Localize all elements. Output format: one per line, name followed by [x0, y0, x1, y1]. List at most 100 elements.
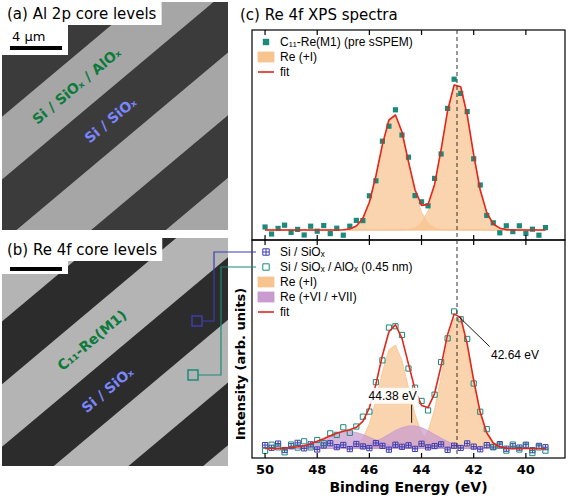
region-labels: C₁₁-Re(M1)Si / SiOₓ — [48, 307, 161, 416]
legend-label: Re (+I) — [280, 50, 317, 64]
component-area — [265, 115, 545, 230]
data-point — [458, 445, 463, 450]
panel-title: (b) Re 4f core levels — [7, 241, 157, 259]
legend-marker — [263, 264, 269, 270]
legend-label: Si / SiOₓ — [280, 245, 325, 259]
data-point — [523, 443, 528, 448]
x-tick — [264, 240, 265, 245]
data-point — [497, 230, 502, 235]
data-point — [510, 442, 515, 447]
data-point — [523, 442, 528, 447]
data-point — [262, 443, 267, 448]
stripe-dark — [2, 2, 228, 230]
title-box — [2, 238, 162, 261]
stripe-light — [2, 238, 228, 466]
legend-marker — [263, 39, 269, 45]
x-tick-label: 46 — [360, 462, 378, 477]
data-point — [530, 450, 535, 455]
data-point — [302, 439, 307, 444]
x-tick-label: 40 — [517, 462, 535, 477]
data-point — [517, 445, 522, 450]
region-label: C₁₁-Re(M1) — [54, 307, 129, 374]
spot-connector — [202, 252, 256, 321]
data-point — [425, 408, 430, 413]
x-tick — [369, 235, 370, 240]
legend: Si / SiOₓSi / SiOₓ / AlOₓ (0.45 nm)Re (+… — [258, 245, 413, 319]
data-point — [282, 450, 287, 455]
region-label: Si / SiOₓ — [78, 363, 136, 415]
data-point — [478, 447, 483, 452]
data-point — [315, 447, 320, 452]
data-point — [367, 446, 372, 451]
data-point — [360, 444, 365, 449]
data-point — [425, 445, 430, 450]
x-tick-label: 48 — [308, 462, 326, 477]
stripes — [2, 2, 228, 230]
x-tick — [264, 453, 265, 458]
data-point — [341, 442, 346, 447]
data-point — [536, 233, 541, 238]
data-point — [419, 441, 424, 446]
x-tick-label: 44 — [412, 462, 430, 477]
legend-marker — [263, 249, 269, 255]
data-point — [484, 443, 489, 448]
x-tick — [421, 240, 422, 245]
x-tick — [317, 453, 318, 458]
x-axis-title: Binding Energy (eV) — [329, 479, 487, 495]
legend-swatch — [258, 277, 274, 287]
stripes — [2, 238, 228, 466]
data-point — [432, 443, 437, 448]
legend-label: fit — [280, 65, 290, 79]
data-point — [302, 232, 307, 237]
data-point — [452, 443, 457, 448]
data-point — [269, 231, 274, 236]
data-point — [282, 223, 287, 228]
stripe-light — [86, 162, 228, 230]
region-label: Si / SiOₓ — [81, 94, 139, 146]
data-point — [380, 443, 385, 448]
x-tick — [421, 235, 422, 240]
x-tick-label: 50 — [256, 462, 274, 477]
micrograph — [2, 238, 228, 466]
spot-connector — [198, 267, 256, 375]
data-point — [517, 447, 522, 452]
x-tick — [317, 235, 318, 240]
annotation: 42.64 eV — [491, 348, 539, 362]
data-point — [262, 224, 267, 229]
x-tick — [473, 235, 474, 240]
data-point — [341, 425, 346, 430]
stripe-dark — [2, 238, 228, 466]
data-point — [452, 309, 457, 314]
spot-marker — [192, 316, 202, 326]
stripe-light — [2, 2, 228, 230]
data-point — [373, 440, 378, 445]
data-point — [399, 444, 404, 449]
fit-line — [265, 85, 545, 230]
data-point — [269, 442, 274, 447]
region-labels: Si / SiOₓ / AlOₓSi / SiOₓ — [29, 44, 155, 164]
data-point — [275, 445, 280, 450]
data-point — [321, 441, 326, 446]
data-point — [406, 443, 411, 448]
data-point — [393, 442, 398, 447]
data-point — [347, 446, 352, 451]
x-tick — [525, 453, 526, 458]
y-axis-title: Intensity (arb. units) — [233, 288, 248, 441]
x-tick — [473, 240, 474, 245]
scale-box — [2, 25, 68, 55]
data-point — [471, 444, 476, 449]
annotation: 44.38 eV — [369, 389, 417, 403]
data-point — [334, 445, 339, 450]
micrograph — [2, 2, 228, 230]
x-tick — [525, 30, 526, 35]
component-area — [265, 318, 545, 448]
leader-line — [411, 405, 412, 423]
figure: Si / SiOₓ / AlOₓSi / SiOₓ(a) Al 2p core … — [0, 0, 571, 498]
component-area — [265, 345, 545, 449]
x-tick — [525, 235, 526, 240]
x-tick — [473, 30, 474, 35]
fit-line — [265, 314, 545, 448]
x-tick — [369, 240, 370, 245]
data-point — [354, 441, 359, 446]
scale-box — [2, 261, 68, 274]
